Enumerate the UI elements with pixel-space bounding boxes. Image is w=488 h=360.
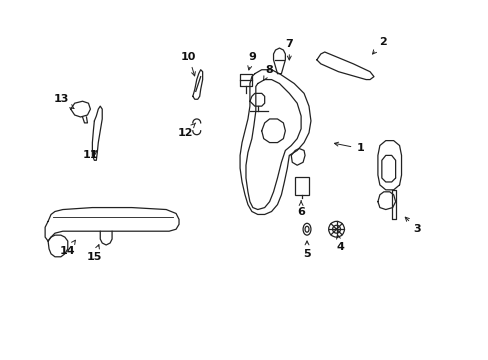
- Text: 1: 1: [334, 142, 364, 153]
- Text: 4: 4: [336, 235, 344, 252]
- Text: 2: 2: [372, 37, 386, 54]
- Text: 7: 7: [285, 39, 293, 60]
- Text: 10: 10: [181, 52, 196, 76]
- Text: 5: 5: [303, 241, 310, 259]
- Text: 6: 6: [297, 201, 305, 216]
- Text: 11: 11: [82, 150, 98, 161]
- Text: 9: 9: [247, 52, 255, 70]
- Text: 13: 13: [53, 94, 74, 109]
- Text: 8: 8: [263, 65, 273, 80]
- Text: 14: 14: [60, 240, 76, 256]
- Text: 3: 3: [405, 217, 420, 234]
- Text: 12: 12: [178, 123, 195, 138]
- Text: 15: 15: [86, 245, 102, 262]
